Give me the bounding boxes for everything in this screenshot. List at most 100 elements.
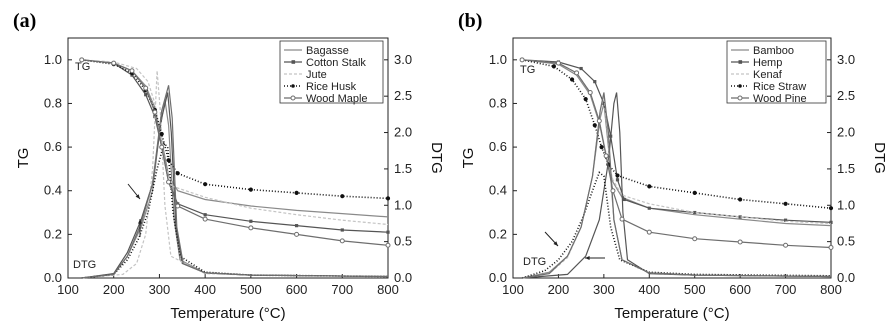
x-tick-label: 600: [729, 282, 751, 297]
tg-point-wood-maple: [175, 203, 181, 209]
legend-box: [279, 40, 384, 104]
tg-point-wood-pine: [646, 229, 652, 235]
y-right-axis-label: DTG: [428, 142, 445, 174]
y-right-tick-label: 0.0: [394, 270, 412, 285]
y-left-tick-label: 1.0: [44, 52, 62, 67]
tg-point-wood-pine: [828, 244, 834, 250]
tg-point-wood-maple: [159, 144, 165, 150]
legend-entry: Jute: [306, 69, 327, 81]
arrow-head: [553, 241, 558, 246]
dtg-line-kenaf: [522, 96, 832, 279]
legend-marker: [738, 60, 743, 64]
legend-marker: [738, 84, 742, 88]
y-left-tick-label: 1.0: [489, 52, 507, 67]
y-left-tick-label: 0.4: [489, 183, 507, 198]
dtg-line-rice-husk: [81, 141, 389, 279]
tg-point-cotton-stalk: [386, 230, 390, 234]
x-tick-label: 700: [775, 282, 797, 297]
dtg-line-hemp: [522, 92, 832, 279]
tg-point-rice-husk: [340, 194, 345, 199]
x-tick-label: 700: [331, 282, 353, 297]
x-tick-label: 300: [593, 282, 615, 297]
x-tick-label: 500: [684, 282, 706, 297]
x-tick-label: 300: [149, 282, 171, 297]
y-right-tick-label: 2.0: [394, 125, 412, 140]
x-tick-label: 100: [502, 282, 524, 297]
y-left-tick-label: 0.0: [44, 270, 62, 285]
dtg-line-wood-maple: [81, 85, 389, 279]
tg-point-rice-straw: [592, 123, 597, 128]
tg-point-hemp: [622, 197, 626, 202]
y-right-tick-label: 3.0: [837, 52, 855, 67]
tg-point-hemp: [829, 220, 833, 224]
y-right-tick-label: 1.0: [837, 197, 855, 212]
x-tick-label: 100: [57, 282, 79, 297]
tg-annotation: TG: [75, 61, 90, 73]
y-right-tick-label: 1.5: [837, 161, 855, 176]
legend-entry: Cotton Stalk: [306, 57, 366, 69]
tg-point-rice-husk: [203, 182, 208, 187]
y-right-tick-label: 2.5: [837, 88, 855, 103]
x-tick-label: 200: [103, 282, 125, 297]
panel-label: (a): [13, 10, 36, 32]
tg-point-wood-pine: [555, 60, 561, 66]
tg-point-rice-straw: [828, 206, 834, 211]
tg-point-wood-pine: [610, 188, 616, 194]
dtg-line-wood-pine: [522, 92, 832, 279]
tg-point-rice-straw: [692, 190, 697, 196]
plot-frame: [512, 37, 832, 279]
arrow-head: [138, 219, 142, 224]
y-left-axis-label: TG: [460, 148, 477, 169]
y-right-tick-label: 1.0: [394, 197, 412, 212]
legend-marker: [290, 95, 296, 101]
tg-point-wood-maple: [294, 231, 300, 237]
tg-point-rice-husk: [159, 131, 164, 137]
y-right-tick-label: 0.5: [837, 234, 855, 249]
tg-point-rice-straw: [599, 144, 604, 150]
dtg-annotation: DTG: [523, 256, 546, 268]
dtg-line-rice-straw: [521, 171, 832, 279]
tg-point-wood-maple: [202, 216, 208, 222]
tg-point-wood-pine: [587, 90, 593, 96]
tg-point-hemp: [693, 210, 697, 215]
x-tick-label: 200: [548, 282, 570, 297]
y-right-tick-label: 0.5: [394, 234, 412, 249]
tg-point-hemp: [738, 215, 742, 219]
plot-frame: [67, 37, 389, 279]
y-right-tick-label: 1.5: [394, 161, 412, 176]
legend-box: [726, 40, 827, 104]
tg-point-wood-pine: [574, 70, 580, 76]
tg-point-hemp: [579, 66, 583, 71]
tg-point-cotton-stalk: [130, 73, 134, 77]
y-right-tick-label: 2.5: [394, 88, 412, 103]
tg-point-hemp: [615, 178, 620, 182]
y-left-axis-label: TG: [15, 148, 32, 169]
tg-point-rice-straw: [783, 201, 788, 206]
legend-entry: Bagasse: [306, 45, 349, 57]
x-tick-label: 600: [286, 282, 308, 297]
tg-point-wood-maple: [143, 85, 149, 91]
tg-point-cotton-stalk: [294, 224, 299, 228]
tg-point-wood-pine: [619, 216, 625, 222]
legend-entry: Kenaf: [753, 69, 783, 81]
legend-marker: [737, 95, 743, 101]
tg-point-wood-maple: [166, 179, 172, 185]
legend-entry: Bamboo: [753, 45, 794, 57]
legend-entry: Rice Straw: [753, 81, 806, 93]
legend-entry: Hemp: [753, 57, 782, 69]
tg-point-hemp: [602, 101, 606, 106]
tg-point-rice-husk: [166, 158, 171, 163]
y-right-tick-label: 0.0: [837, 270, 855, 285]
tg-point-wood-pine: [737, 239, 743, 245]
tg-point-hemp: [593, 80, 597, 84]
tg-point-wood-pine: [783, 242, 789, 248]
tg-point-wood-maple: [248, 225, 254, 231]
x-tick-label: 800: [377, 282, 399, 297]
tg-point-rice-straw: [551, 64, 556, 69]
tg-point-rice-straw: [647, 184, 652, 189]
tg-point-wood-maple: [129, 68, 135, 74]
legend-entry: Wood Maple: [306, 93, 368, 105]
tg-point-wood-maple: [385, 242, 391, 248]
tg-point-wood-pine: [519, 57, 525, 63]
